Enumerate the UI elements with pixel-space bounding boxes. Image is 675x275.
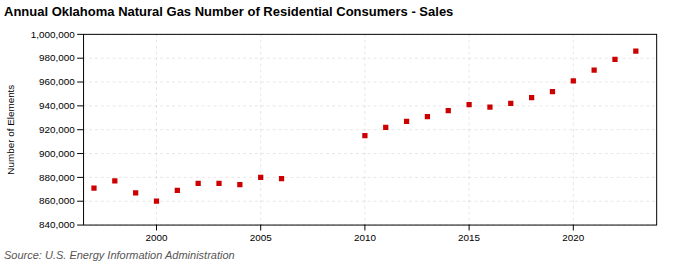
- svg-text:920,000: 920,000: [39, 124, 75, 135]
- svg-text:940,000: 940,000: [39, 100, 75, 111]
- svg-text:2010: 2010: [354, 232, 376, 243]
- svg-text:2020: 2020: [562, 232, 584, 243]
- svg-text:Number of Elements: Number of Elements: [5, 85, 16, 175]
- svg-text:860,000: 860,000: [39, 195, 75, 206]
- svg-text:980,000: 980,000: [39, 52, 75, 63]
- svg-text:900,000: 900,000: [39, 148, 75, 159]
- svg-text:880,000: 880,000: [39, 172, 75, 183]
- svg-text:840,000: 840,000: [39, 219, 75, 230]
- svg-text:1,000,000: 1,000,000: [31, 29, 75, 40]
- html-text:Source: U.S. Energy Informatio: Source: U.S. Energy Information Administ…: [4, 249, 235, 262]
- svg-text:2005: 2005: [250, 232, 272, 243]
- html-text:Annual Oklahoma Natural Gas Nu: Annual Oklahoma Natural Gas Number of Re…: [4, 4, 454, 19]
- svg-text:2000: 2000: [146, 232, 168, 243]
- svg-text:2015: 2015: [458, 232, 480, 243]
- svg-text:960,000: 960,000: [39, 76, 75, 87]
